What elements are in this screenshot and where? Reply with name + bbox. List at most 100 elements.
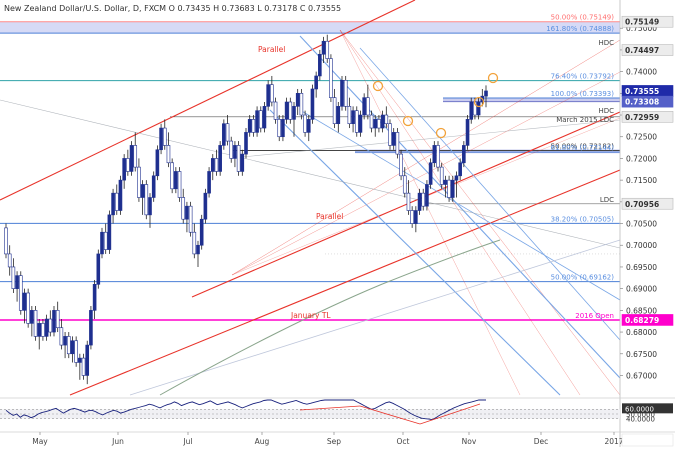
annotation-parallel-top: Parallel — [258, 45, 285, 54]
resistance-zone-2 — [443, 97, 620, 102]
candle — [310, 88, 315, 120]
x-tick-label: Sep — [327, 437, 341, 446]
candle — [258, 110, 263, 129]
candle — [100, 231, 104, 255]
rsi-tick-label: 50.0000 — [626, 411, 655, 419]
red-channel-lower — [191, 111, 621, 298]
candle — [384, 114, 389, 125]
level-label: 38.20% (0.70505) — [551, 215, 615, 223]
rsi-badge-label: 60.0000 — [625, 405, 654, 413]
rsi-line — [5, 399, 486, 421]
level-label: 2016 Open — [575, 312, 614, 320]
candle — [44, 318, 49, 337]
candle — [37, 323, 42, 337]
candle — [395, 132, 400, 155]
x-tick-label: Jun — [111, 437, 124, 446]
red-fan-5 — [339, 29, 581, 396]
candle — [380, 114, 385, 129]
x-tick-label: Dec — [534, 437, 549, 446]
candle — [351, 110, 355, 125]
candle — [450, 179, 455, 198]
candle — [148, 197, 152, 216]
candle — [15, 275, 19, 289]
candle — [192, 231, 197, 255]
candle — [63, 336, 67, 346]
x-tick-label: Aug — [255, 437, 270, 446]
pivot-marker — [473, 96, 485, 108]
candle — [406, 192, 411, 211]
x-tick-label: Oct — [397, 437, 410, 446]
candle — [458, 162, 462, 177]
candle — [225, 123, 230, 142]
price-badge — [621, 44, 674, 56]
candle — [454, 175, 459, 181]
candle — [325, 40, 330, 59]
candle — [266, 84, 270, 107]
candle — [244, 132, 248, 155]
candle — [295, 93, 300, 107]
candle — [196, 244, 200, 255]
support-zone — [355, 149, 620, 154]
candle — [462, 145, 466, 164]
candle — [292, 106, 296, 120]
rsi-tick-label: 40.0000 — [626, 416, 655, 424]
x-tick-label: May — [32, 437, 48, 446]
candle — [236, 145, 241, 172]
candle — [218, 145, 222, 172]
red-fan-1 — [231, 39, 621, 276]
candle — [52, 310, 56, 333]
candle — [336, 106, 341, 125]
y-tick-label: 0.72500 — [626, 133, 657, 142]
pivot-marker — [487, 72, 499, 84]
candle — [66, 336, 71, 355]
candle — [476, 101, 481, 116]
candle — [162, 127, 167, 146]
x-tick-label: Jul — [182, 437, 192, 446]
candle — [41, 323, 45, 337]
candle — [410, 210, 414, 224]
candle — [74, 340, 78, 363]
level-label: 50.00% (0.69162) — [551, 274, 615, 282]
candle — [421, 192, 426, 207]
candle — [436, 145, 440, 168]
blue-channel-upper — [299, 35, 621, 379]
pivot-marker — [372, 80, 384, 92]
candle — [314, 75, 318, 90]
candle — [85, 344, 90, 376]
candle — [262, 106, 267, 129]
candle — [414, 210, 418, 224]
blue-channel-extra — [359, 47, 621, 341]
y-tick-label: 0.69000 — [626, 285, 657, 294]
y-tick-label: 0.68500 — [626, 306, 657, 315]
candle — [26, 292, 30, 324]
candle — [273, 101, 278, 120]
candle — [229, 140, 234, 159]
candle — [214, 158, 219, 172]
candle — [306, 119, 311, 133]
candle — [122, 158, 126, 181]
y-tick-label: 0.68000 — [626, 328, 657, 337]
candle — [166, 145, 171, 164]
candle — [133, 145, 138, 168]
red-fan-6 — [339, 29, 521, 396]
candle — [59, 327, 64, 346]
y-tick-label: 0.67000 — [626, 371, 657, 380]
candle — [78, 357, 82, 363]
candle — [391, 132, 396, 146]
candle — [137, 166, 141, 198]
y-tick-label: 0.67500 — [626, 350, 657, 359]
rsi-trendline-3 — [419, 403, 481, 425]
price-badge — [621, 197, 674, 210]
candle — [377, 119, 381, 129]
level-label: 100.0% (0.73393) — [551, 90, 615, 98]
candle — [358, 114, 363, 133]
red-channel-upper — [0, 0, 416, 201]
candle — [284, 101, 289, 120]
candle — [111, 192, 115, 216]
candle — [222, 123, 226, 146]
candle — [129, 145, 134, 172]
candle — [199, 218, 204, 246]
annotation-january-tl: January TL — [290, 311, 331, 320]
